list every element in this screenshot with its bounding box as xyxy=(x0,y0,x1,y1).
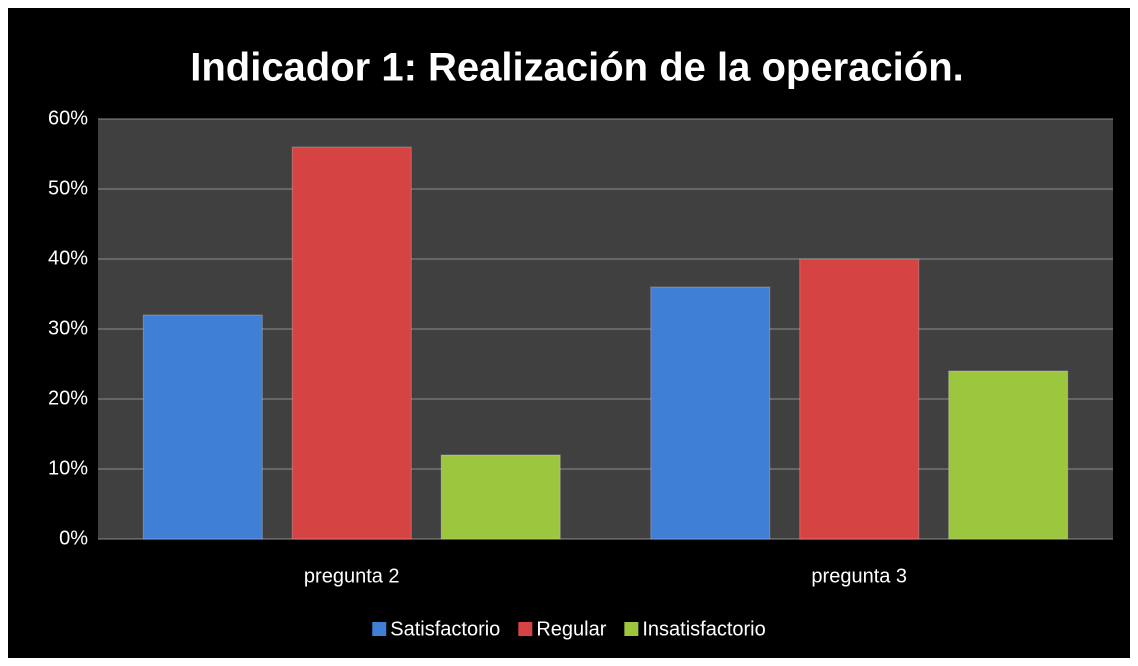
legend-label: Satisfactorio xyxy=(390,618,500,640)
legend-swatch xyxy=(518,622,533,636)
legend-label: Insatisfactorio xyxy=(642,618,765,640)
y-tick-label: 40% xyxy=(48,247,88,269)
y-tick-label: 50% xyxy=(48,177,88,199)
y-tick-label: 0% xyxy=(59,527,88,549)
bar xyxy=(650,286,771,540)
y-tick-label: 60% xyxy=(48,107,88,129)
legend-label: Regular xyxy=(536,618,606,640)
bar xyxy=(142,314,263,540)
x-tick-label: pregunta 2 xyxy=(304,565,400,587)
bar xyxy=(948,370,1069,540)
legend-swatch xyxy=(624,622,639,636)
bar xyxy=(440,454,561,540)
y-tick-label: 20% xyxy=(48,387,88,409)
x-tick-label: pregunta 3 xyxy=(811,565,907,587)
bar xyxy=(291,146,412,540)
chart-title: Indicador 1: Realización de la operación… xyxy=(190,46,964,90)
y-tick-label: 30% xyxy=(48,317,88,339)
bar xyxy=(799,258,920,540)
y-tick-label: 10% xyxy=(48,457,88,479)
legend-swatch xyxy=(372,622,387,636)
